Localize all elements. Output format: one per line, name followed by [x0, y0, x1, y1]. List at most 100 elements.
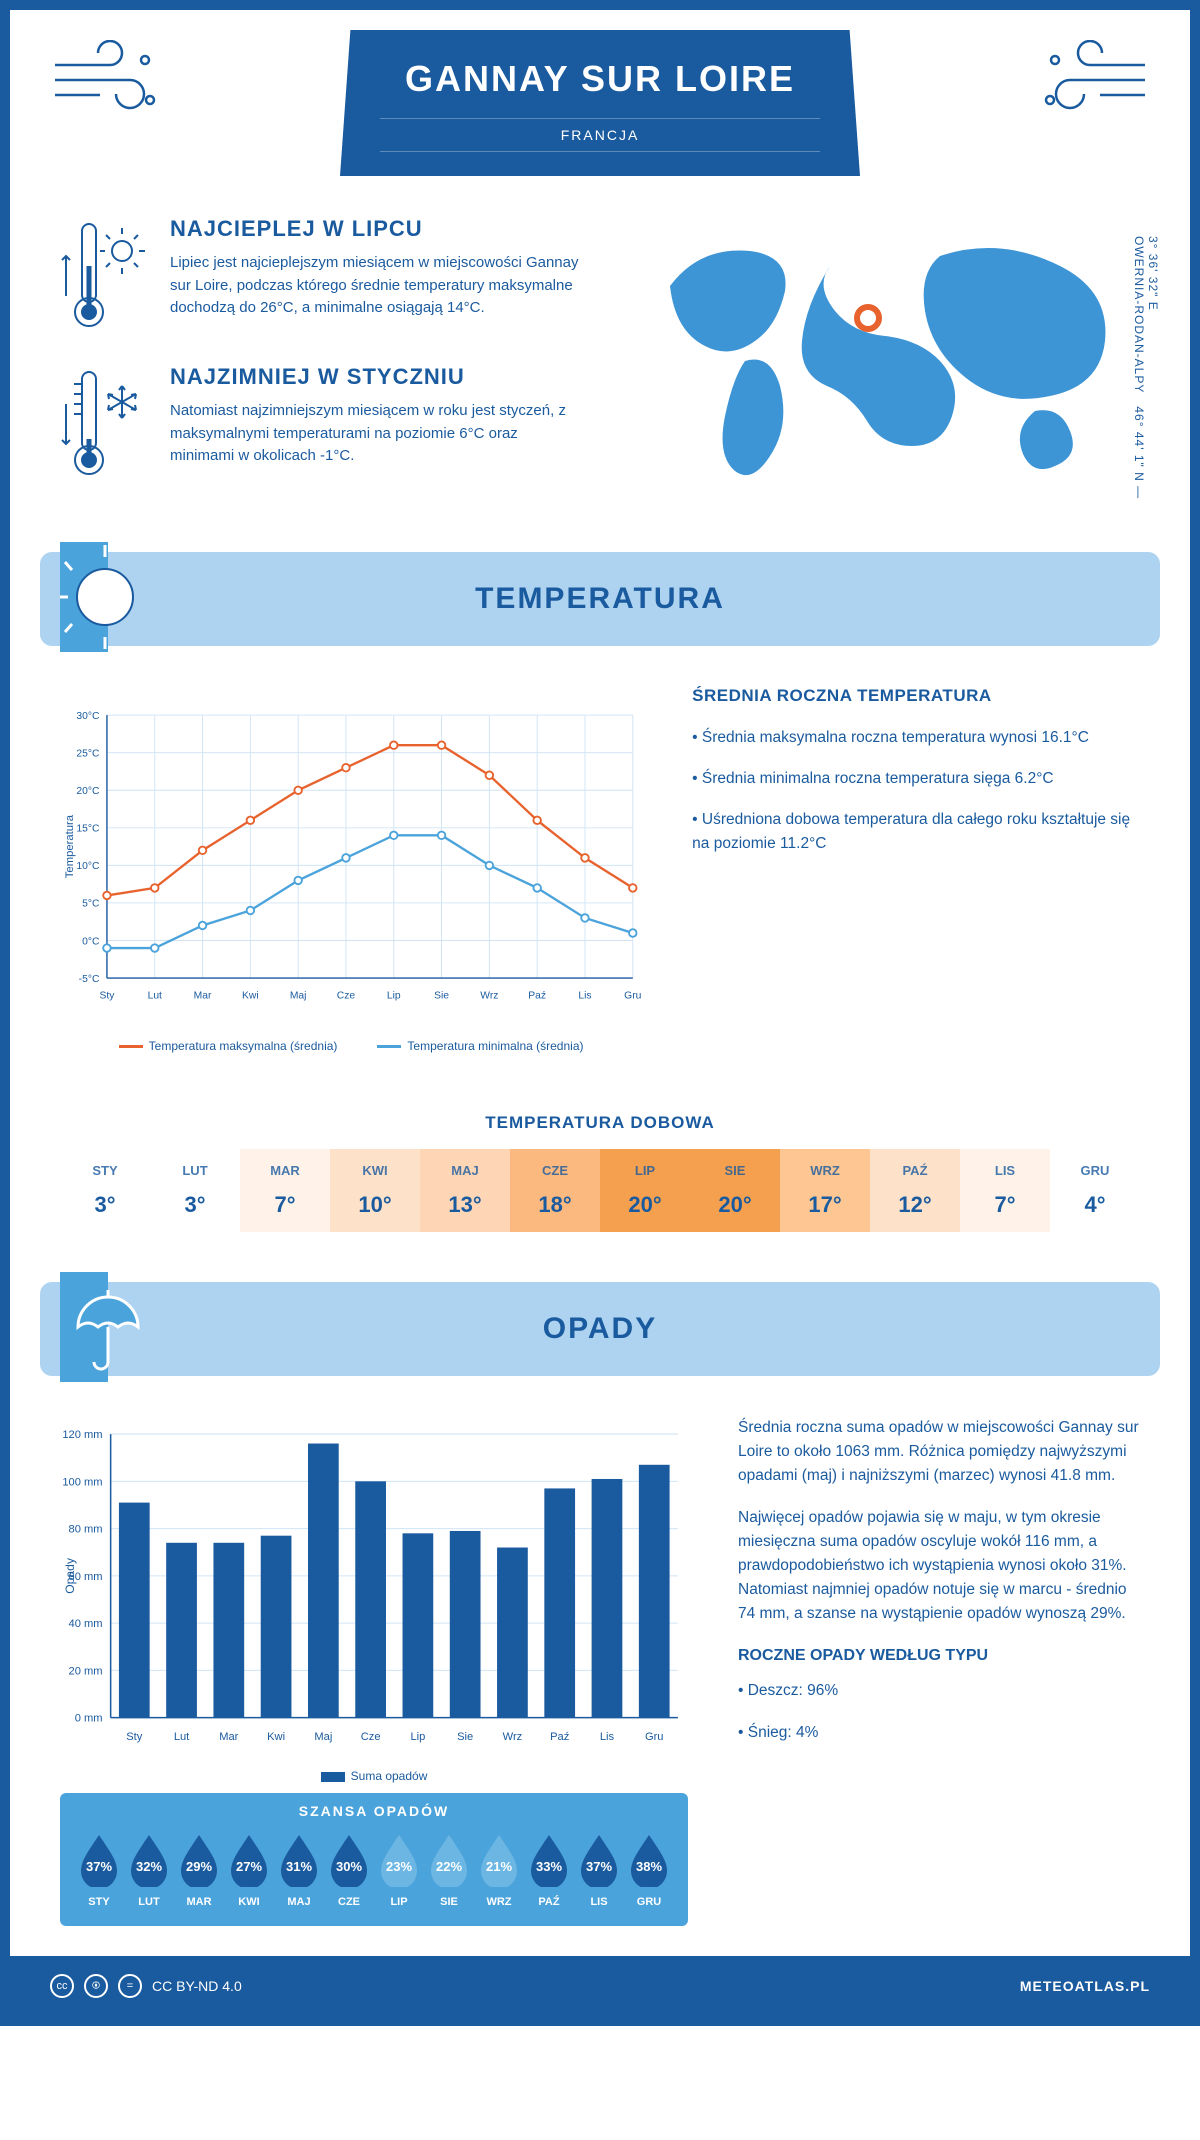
coldest-title: NAJZIMNIEJ W STYCZNIU — [170, 364, 580, 390]
chance-drop: 38% GRU — [624, 1831, 674, 1908]
svg-text:Lut: Lut — [174, 1731, 190, 1743]
precip-type-line: • Deszcz: 96% — [738, 1679, 1140, 1703]
svg-text:Lis: Lis — [578, 991, 591, 1002]
chance-drop: 31% MAJ — [274, 1831, 324, 1908]
daily-cell: GRU4° — [1050, 1149, 1140, 1232]
temperature-info: ŚREDNIA ROCZNA TEMPERATURA • Średnia mak… — [692, 686, 1140, 1053]
chance-drop: 23% LIP — [374, 1831, 424, 1908]
svg-text:30%: 30% — [336, 1859, 362, 1874]
svg-text:Lip: Lip — [410, 1731, 425, 1743]
coordinates: OWERNIA-RODAN-ALPY 46° 44' 1" N — 3° 36'… — [1132, 236, 1160, 512]
coldest-fact: NAJZIMNIEJ W STYCZNIU Natomiast najzimni… — [60, 364, 580, 484]
hottest-text: Lipiec jest najcieplejszym miesiącem w m… — [170, 252, 580, 320]
hottest-title: NAJCIEPLEJ W LIPCU — [170, 216, 580, 242]
nd-icon: = — [118, 1974, 142, 1998]
svg-text:Sie: Sie — [457, 1731, 473, 1743]
svg-text:21%: 21% — [486, 1859, 512, 1874]
title-banner: GANNAY SUR LOIRE FRANCJA — [340, 30, 860, 176]
daily-cell: LIS7° — [960, 1149, 1050, 1232]
svg-text:30°C: 30°C — [76, 711, 100, 722]
city-title: GANNAY SUR LOIRE — [380, 58, 820, 100]
precip-type-line: • Śnieg: 4% — [738, 1721, 1140, 1745]
svg-text:Opady: Opady — [63, 1557, 77, 1594]
svg-text:33%: 33% — [536, 1859, 562, 1874]
temperature-banner: TEMPERATURA — [40, 552, 1160, 646]
svg-text:37%: 37% — [586, 1859, 612, 1874]
svg-text:32%: 32% — [136, 1859, 162, 1874]
daily-temp-title: TEMPERATURA DOBOWA — [10, 1113, 1190, 1133]
svg-text:Maj: Maj — [314, 1731, 332, 1743]
chance-drop: 27% KWI — [224, 1831, 274, 1908]
chance-drop: 37% STY — [74, 1831, 124, 1908]
daily-cell: SIE20° — [690, 1149, 780, 1232]
svg-text:Kwi: Kwi — [267, 1731, 285, 1743]
svg-text:38%: 38% — [636, 1859, 662, 1874]
svg-text:Paź: Paź — [550, 1731, 570, 1743]
svg-text:Kwi: Kwi — [242, 991, 259, 1002]
svg-text:-5°C: -5°C — [79, 974, 100, 985]
temp-bullet: • Uśredniona dobowa temperatura dla całe… — [692, 808, 1140, 858]
chance-drop: 29% MAR — [174, 1831, 224, 1908]
temp-bullet: • Średnia minimalna roczna temperatura s… — [692, 767, 1140, 792]
location-marker-icon — [857, 307, 879, 329]
header: GANNAY SUR LOIRE FRANCJA — [10, 10, 1190, 196]
svg-text:Temperatura: Temperatura — [64, 814, 76, 878]
chance-drop: 37% LIS — [574, 1831, 624, 1908]
cc-icon: cc — [50, 1974, 74, 1998]
svg-text:27%: 27% — [236, 1859, 262, 1874]
world-map — [620, 216, 1140, 496]
temp-bullet: • Średnia maksymalna roczna temperatura … — [692, 726, 1140, 751]
svg-text:37%: 37% — [86, 1859, 112, 1874]
temperature-chart: -5°C 0°C 5°C 10°C 15°C 20°C 25°C 30°C St… — [60, 686, 642, 1053]
svg-text:Mar: Mar — [194, 991, 212, 1002]
hottest-fact: NAJCIEPLEJ W LIPCU Lipiec jest najcieple… — [60, 216, 580, 336]
svg-text:5°C: 5°C — [82, 899, 100, 910]
infographic-frame: GANNAY SUR LOIRE FRANCJA NAJCIEPLEJ W LI… — [0, 0, 1200, 2026]
by-icon: 🅯 — [84, 1974, 108, 1998]
svg-text:0°C: 0°C — [82, 936, 100, 947]
svg-text:40 mm: 40 mm — [69, 1618, 103, 1630]
country-subtitle: FRANCJA — [380, 118, 820, 152]
svg-text:120 mm: 120 mm — [62, 1429, 102, 1441]
daily-cell: LUT3° — [150, 1149, 240, 1232]
svg-text:31%: 31% — [286, 1859, 312, 1874]
svg-text:Cze: Cze — [361, 1731, 381, 1743]
chance-drop: 30% CZE — [324, 1831, 374, 1908]
precipitation-chance-panel: SZANSA OPADÓW 37% STY 32% LUT 29% MAR 27… — [60, 1793, 688, 1926]
precipitation-banner: OPADY — [40, 1282, 1160, 1376]
svg-text:Gru: Gru — [645, 1731, 664, 1743]
chance-drop: 32% LUT — [124, 1831, 174, 1908]
svg-text:100 mm: 100 mm — [62, 1476, 102, 1488]
daily-cell: MAJ13° — [420, 1149, 510, 1232]
svg-text:25°C: 25°C — [76, 748, 100, 759]
svg-text:29%: 29% — [186, 1859, 212, 1874]
svg-text:23%: 23% — [386, 1859, 412, 1874]
svg-text:Maj: Maj — [290, 991, 307, 1002]
svg-text:Wrz: Wrz — [480, 991, 498, 1002]
daily-cell: LIP20° — [600, 1149, 690, 1232]
svg-text:Wrz: Wrz — [503, 1731, 523, 1743]
svg-text:Lis: Lis — [600, 1731, 615, 1743]
wind-icon — [1030, 40, 1150, 120]
precipitation-info: Średnia roczna suma opadów w miejscowośc… — [738, 1416, 1140, 1926]
thermometer-cold-icon — [60, 364, 150, 484]
svg-text:Lip: Lip — [387, 991, 401, 1002]
chance-drop: 33% PAŹ — [524, 1831, 574, 1908]
svg-text:Sty: Sty — [126, 1731, 143, 1743]
footer: cc 🅯 = CC BY-ND 4.0 METEOATLAS.PL — [10, 1956, 1190, 2016]
svg-text:10°C: 10°C — [76, 861, 100, 872]
svg-text:20°C: 20°C — [76, 786, 100, 797]
svg-text:Lut: Lut — [148, 991, 162, 1002]
daily-cell: CZE18° — [510, 1149, 600, 1232]
coldest-text: Natomiast najzimniejszym miesiącem w rok… — [170, 400, 580, 468]
intro-section: NAJCIEPLEJ W LIPCU Lipiec jest najcieple… — [10, 196, 1190, 552]
umbrella-icon — [60, 1272, 150, 1382]
chance-drop: 21% WRZ — [474, 1831, 524, 1908]
daily-cell: PAŹ12° — [870, 1149, 960, 1232]
daily-cell: MAR7° — [240, 1149, 330, 1232]
precipitation-chart: 0 mm 20 mm 40 mm 60 mm 80 mm 100 mm 120 … — [60, 1416, 688, 1926]
svg-text:Sty: Sty — [99, 991, 115, 1002]
daily-cell: STY3° — [60, 1149, 150, 1232]
svg-text:15°C: 15°C — [76, 824, 100, 835]
license-text: CC BY-ND 4.0 — [152, 1978, 242, 1994]
